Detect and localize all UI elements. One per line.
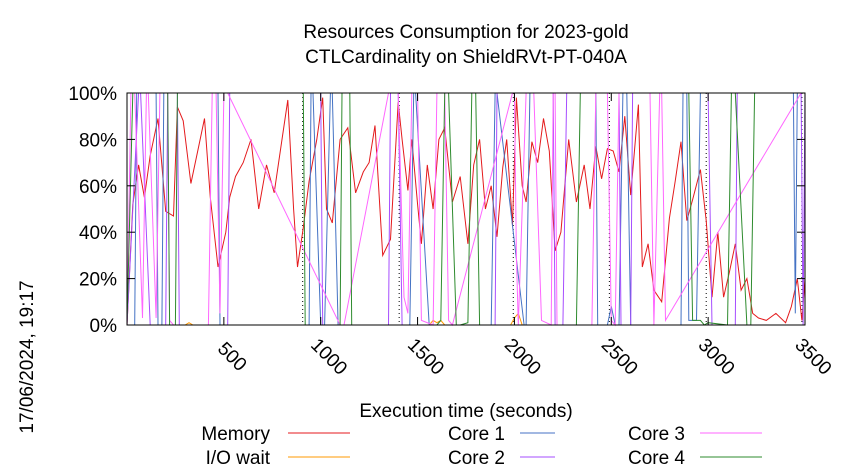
x-tick-label: 3000 — [694, 335, 739, 380]
series-line-core-2 — [126, 92, 806, 326]
series-line-i-o-wait — [127, 312, 805, 326]
y-tick-label: 60% — [79, 177, 117, 198]
chart-title-line1: Resources Consumption for 2023-gold — [303, 22, 628, 43]
x-tick-label: 500 — [213, 338, 250, 375]
legend-label-memory: Memory — [201, 424, 270, 445]
legend-label-core-3: Core 3 — [628, 424, 685, 445]
timestamp-label: 17/06/2024, 19:17 — [17, 280, 38, 433]
y-tick-label: 80% — [79, 130, 117, 151]
legend-label-i-o-wait: I/O wait — [206, 448, 271, 469]
x-tick-label: 3500 — [791, 335, 836, 380]
legend: Memory I/O wait Core 1 Core 2 Core 3 Core 4 — [201, 424, 762, 469]
x-tick-label: 2500 — [597, 335, 642, 380]
x-axis-label: Execution time (seconds) — [359, 401, 572, 422]
x-tick-label: 1500 — [403, 335, 448, 380]
chart-title-line2: CTLCardinality on ShieldRVt-PT-040A — [305, 47, 627, 68]
y-axis: 0% 20% 40% 60% 80% 100% — [68, 84, 805, 337]
y-tick-label: 100% — [68, 84, 117, 105]
y-tick-label: 40% — [79, 223, 117, 244]
y-tick-label: 0% — [90, 316, 118, 337]
x-tick-label: 1000 — [306, 335, 351, 380]
legend-label-core-4: Core 4 — [628, 448, 685, 469]
legend-label-core-1: Core 1 — [448, 424, 505, 445]
series-layer — [126, 92, 806, 327]
y-tick-label: 20% — [79, 270, 117, 291]
x-tick-label: 2000 — [500, 335, 545, 380]
legend-label-core-2: Core 2 — [448, 448, 505, 469]
plot-frame — [126, 92, 806, 326]
